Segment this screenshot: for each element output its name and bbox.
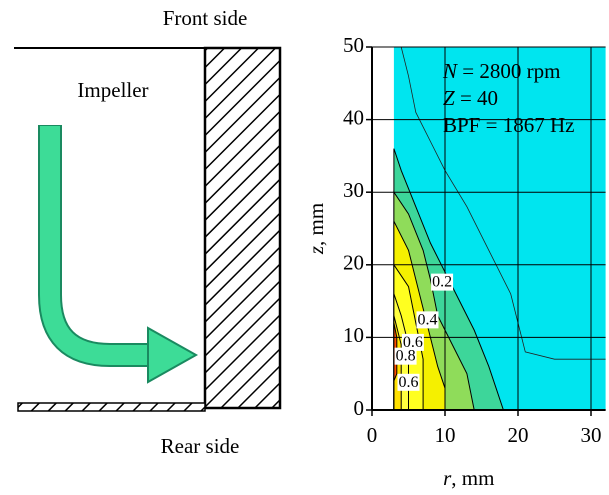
y-tick-label: 20 [343,251,364,275]
impeller-label: Impeller [77,78,148,102]
annotation: N = 2800 rpm [442,59,560,83]
y-tick-label: 40 [343,105,364,129]
x-tick-label: 0 [367,423,378,447]
rear-label: Rear side [161,434,240,458]
x-axis-label: r, mm [443,466,494,490]
y-axis-label: z, mm [304,203,328,255]
contour-label-bg [401,333,424,351]
label-text: , mm [451,466,494,490]
x-tick-label: 10 [435,423,456,447]
annotation: Z = 40 [443,86,498,110]
y-tick-label: 50 [343,33,364,57]
x-tick-label: 20 [508,423,529,447]
contour-label: 0.6 [403,334,423,351]
y-tick-label: 0 [354,396,365,420]
x-tick-label: 30 [581,423,602,447]
contour-label: 0.8 [396,348,416,365]
contour-label: 0.4 [417,311,437,328]
label-text: = 2800 rpm [457,59,560,83]
rear-wall [17,402,206,412]
annotation: BPF = 1867 Hz [443,113,574,137]
flow-arrow [40,126,151,365]
contour-label-bg [397,373,420,391]
y-tick-label: 10 [343,323,364,347]
contour-label: 0.6 [399,374,419,391]
side-wall [203,46,282,410]
label-text: = 40 [455,86,498,110]
label-text: BPF = 1867 Hz [443,113,574,137]
flow-arrow-outline [38,125,150,367]
contour-label-bg [431,273,454,291]
symbol: Z [443,86,455,110]
flow-arrowhead [147,326,199,384]
contour-region [393,322,398,410]
label-text: , mm [304,203,328,246]
contour-label: 0.2 [432,274,452,291]
contour-label-bg [416,311,439,329]
front-label: Front side [163,6,248,30]
impeller-diagram: Front side Impeller Rear side [14,6,282,458]
contour-label-bg [394,347,417,365]
symbol: z [304,246,328,255]
symbol: N [442,59,458,83]
contour-line [400,46,606,360]
symbol: r [443,466,452,490]
y-tick-label: 30 [343,178,364,202]
